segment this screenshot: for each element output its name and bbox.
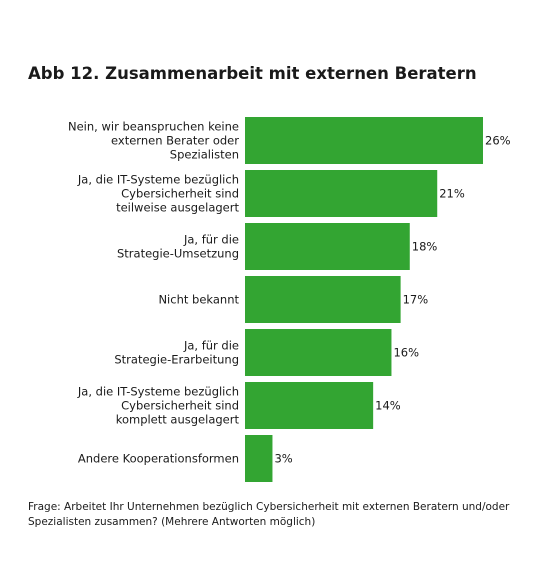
value-label-4: 16% (393, 346, 419, 360)
category-label-line: externen Berater oder (111, 134, 239, 148)
category-label-4: Ja, für die Strategie-Erarbeitung (114, 339, 239, 367)
value-label-2: 18% (412, 240, 438, 254)
value-label-5: 14% (375, 399, 401, 413)
category-label-line: Ja, für die (183, 233, 239, 247)
category-label-line: Cybersicherheit sind (121, 187, 239, 201)
bar-4 (245, 329, 392, 376)
bar-1 (245, 170, 438, 217)
value-label-0: 26% (485, 134, 511, 148)
category-label-5: Ja, die IT-Systeme bezüglich Cybersicherh… (77, 385, 240, 427)
category-label-line: komplett ausgelagert (116, 413, 240, 427)
bar-chart: 26% Nein, wir beanspruchen keine externen … (68, 117, 511, 482)
bar-2 (245, 223, 410, 270)
value-label-3: 17% (403, 293, 429, 307)
category-label-line: Andere Kooperationsformen (78, 452, 239, 466)
category-label-line: Nein, wir beanspruchen keine (68, 120, 239, 134)
category-label-line: Nicht bekannt (158, 293, 239, 307)
category-label-line: Cybersicherheit sind (121, 399, 239, 413)
bar-3 (245, 276, 401, 323)
value-label-6: 3% (274, 452, 292, 466)
category-label-line: Ja, für die (183, 339, 239, 353)
category-label-line: Spezialisten (170, 148, 239, 162)
category-label-3: Nicht bekannt (158, 293, 239, 307)
bar-6 (245, 435, 273, 482)
category-label-2: Ja, für die Strategie-Umsetzung (117, 233, 239, 261)
category-label-line: Strategie-Erarbeitung (114, 353, 239, 367)
category-label-line: Strategie-Umsetzung (117, 247, 239, 261)
value-label-1: 21% (439, 187, 465, 201)
category-label-line: teilweise ausgelagert (116, 201, 239, 215)
category-label-0: Nein, wir beanspruchen keine externen Ber… (68, 120, 239, 162)
bar-0 (245, 117, 483, 164)
category-label-6: Andere Kooperationsformen (78, 452, 239, 466)
chart-title: Abb 12. Zusammenarbeit mit externen Bera… (28, 64, 477, 83)
category-label-line: Ja, die IT-Systeme bezüglich (77, 385, 239, 399)
category-label-1: Ja, die IT-Systeme bezüglich Cybersicherh… (77, 173, 240, 215)
bar-5 (245, 382, 374, 429)
chart-footnote: Frage: Arbeitet Ihr Unternehmen bezüglic… (28, 501, 510, 528)
category-label-line: Ja, die IT-Systeme bezüglich (77, 173, 239, 187)
